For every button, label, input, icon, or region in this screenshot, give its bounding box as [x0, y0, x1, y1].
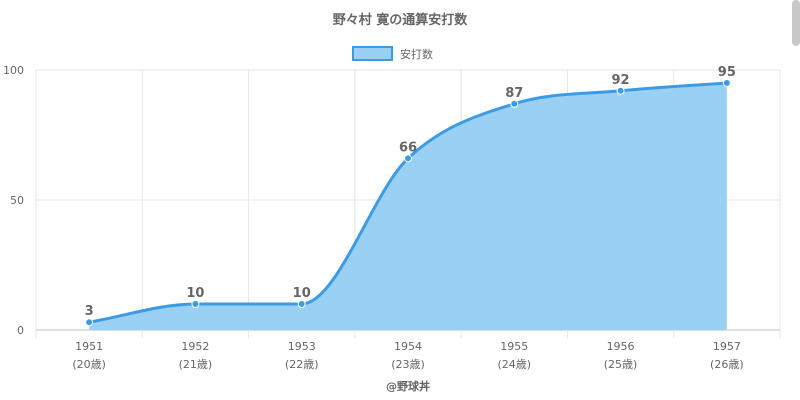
x-tick-label: 1954	[394, 340, 422, 353]
x-tick-label: 1956	[607, 340, 635, 353]
data-label: 92	[612, 73, 630, 88]
y-tick-label: 0	[17, 324, 24, 337]
data-point[interactable]	[510, 99, 519, 108]
data-point[interactable]	[616, 86, 625, 95]
data-label: 10	[293, 286, 311, 301]
data-label: 10	[186, 286, 204, 301]
x-tick-label: 1953	[288, 340, 316, 353]
scrollbar[interactable]	[792, 0, 800, 46]
x-tick-sublabel: (26歳)	[710, 358, 744, 371]
x-tick-sublabel: (23歳)	[391, 358, 425, 371]
legend-swatch	[352, 46, 393, 61]
data-label: 95	[718, 65, 736, 80]
x-tick-sublabel: (21歳)	[179, 358, 213, 371]
data-point[interactable]	[85, 318, 94, 327]
data-label: 87	[505, 86, 523, 101]
x-tick-label: 1952	[181, 340, 209, 353]
data-point[interactable]	[722, 79, 731, 87]
data-point[interactable]	[297, 300, 306, 308]
x-tick-sublabel: (20歳)	[72, 358, 106, 371]
legend[interactable]: 安打数	[352, 46, 433, 61]
y-tick-label: 100	[3, 64, 24, 77]
x-tick-sublabel: (24歳)	[497, 358, 531, 371]
footer-credit: @野球丼	[386, 379, 430, 393]
x-tick-sublabel: (25歳)	[604, 358, 638, 371]
data-labels: 3 10 10 66 87 92 95	[85, 65, 736, 327]
x-tick-sublabel: (22歳)	[285, 358, 319, 371]
chart-title: 野々村 寛の通算安打数	[333, 12, 469, 28]
y-tick-label: 50	[10, 194, 24, 207]
axes: 0 50 100 1951 (20歳) 1952 (21歳) 1953 (22歳) 1954 (23…	[3, 64, 744, 371]
x-tick-label: 1957	[713, 340, 741, 353]
legend-label: 安打数	[400, 47, 433, 61]
x-tick-label: 1955	[500, 340, 528, 353]
plot-area	[88, 81, 727, 330]
x-tick-label: 1951	[75, 340, 103, 353]
data-point[interactable]	[404, 154, 412, 163]
data-point[interactable]	[191, 300, 200, 308]
area-fill	[89, 83, 727, 330]
data-label: 3	[85, 304, 94, 319]
data-label: 66	[399, 140, 417, 155]
